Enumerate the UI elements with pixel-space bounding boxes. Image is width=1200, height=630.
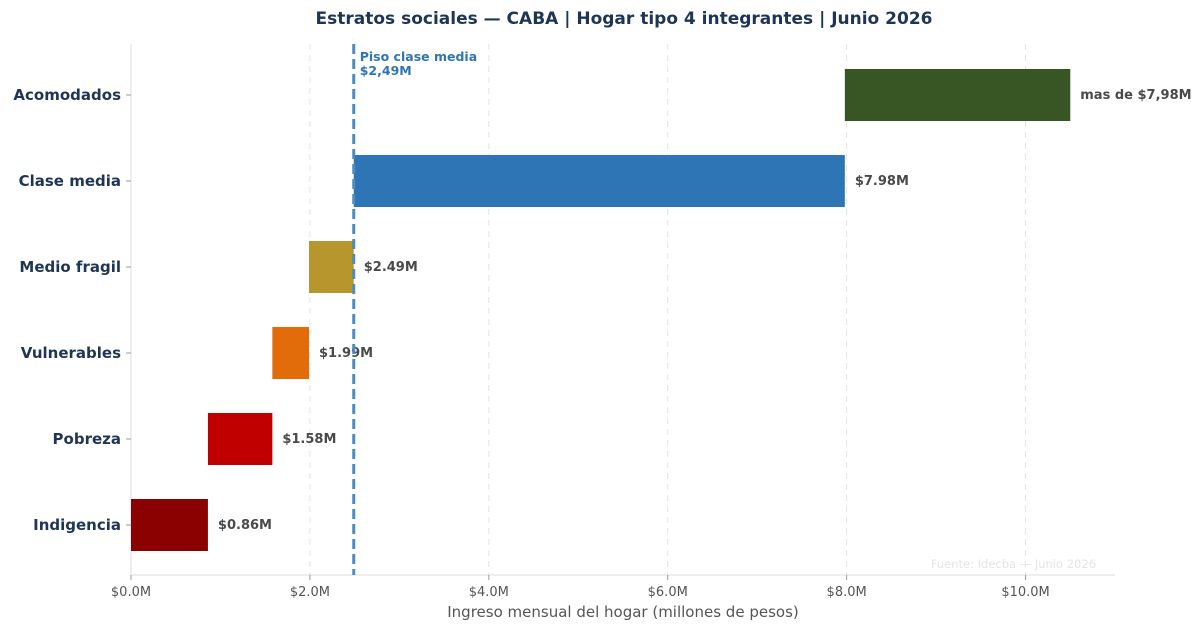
bar-acomodados [844, 69, 1071, 121]
reference-value-label: $2,49M [360, 63, 412, 78]
bar-clase-media [353, 155, 845, 207]
reference-line-group: Piso clase media $2,49M [352, 44, 477, 575]
data-label: $2.49M [364, 260, 418, 275]
category-label: Indigencia [33, 516, 121, 534]
category-label: Acomodados [13, 86, 121, 104]
category-label: Pobreza [53, 430, 121, 448]
x-tick-label: $0.0M [111, 585, 151, 600]
x-axis-title: Ingreso mensual del hogar (millones de p… [447, 603, 798, 621]
data-label: $1.58M [282, 432, 336, 447]
bars: $0.86M $1.58M $1.99M $2.49M $7.98M mas de $7,… [131, 69, 1192, 551]
x-tick-label: $2.0M [290, 585, 330, 600]
data-label: $1.99M [319, 346, 373, 361]
x-tick-labels: $0.0M $2.0M $4.0M $6.0M $8.0M $10.0M [111, 575, 1050, 600]
category-label: Clase media [19, 172, 121, 190]
source-note: Fuente: Idecba — Junio 2026 [931, 557, 1096, 571]
reference-label: Piso clase media [360, 49, 477, 64]
data-label: $7.98M [855, 174, 909, 189]
data-label: mas de $7,98M [1080, 88, 1191, 103]
bar-pobreza [207, 413, 273, 465]
x-tick-label: $8.0M [827, 585, 867, 600]
x-tick-label: $10.0M [1001, 585, 1049, 600]
category-label: Medio fragil [19, 258, 121, 276]
bar-medio-fragil [309, 241, 354, 293]
data-label: $0.86M [218, 518, 272, 533]
bar-vulnerables [272, 327, 310, 379]
x-tick-label: $6.0M [648, 585, 688, 600]
bar-indigencia [131, 499, 208, 551]
category-label: Vulnerables [21, 344, 121, 362]
grid [309, 44, 1027, 575]
chart-title: Estratos sociales — CABA | Hogar tipo 4 … [316, 9, 933, 29]
axes [130, 44, 1115, 576]
category-labels: Indigencia Pobreza Vulnerables Medio fragil… [13, 86, 131, 534]
x-tick-label: $4.0M [469, 585, 509, 600]
